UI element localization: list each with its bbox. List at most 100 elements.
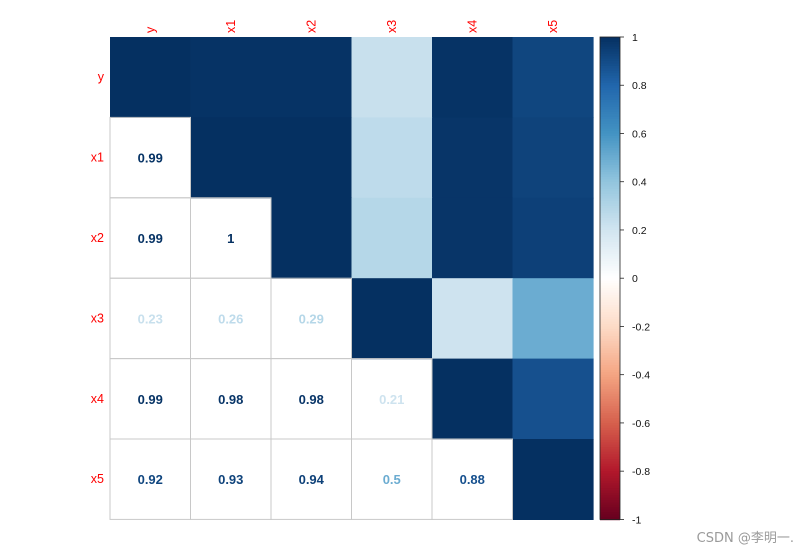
cell-x1-x3 — [351, 117, 433, 199]
legend-gradient-segment — [600, 116, 620, 120]
legend-gradient-segment — [600, 478, 620, 482]
legend-gradient-segment — [600, 268, 620, 272]
legend-gradient-segment — [600, 184, 620, 188]
legend-gradient-segment — [600, 398, 620, 403]
legend-gradient-segment — [600, 280, 620, 284]
legend-gradient-segment — [600, 447, 620, 451]
legend-gradient-segment — [600, 210, 620, 214]
legend-gradient-segment — [600, 309, 620, 313]
legend-gradient-segment — [600, 239, 620, 243]
legend-gradient-segment — [600, 340, 620, 345]
cell-x4-x5 — [512, 358, 594, 440]
legend-gradient-segment — [600, 355, 620, 359]
legend-gradient-segment — [600, 155, 620, 159]
legend-tick-label: 0.8 — [632, 80, 647, 92]
row-label-x2: x2 — [91, 231, 104, 245]
legend-gradient-segment — [600, 196, 620, 200]
legend-gradient-segment — [600, 466, 620, 470]
legend-gradient-segment — [600, 234, 620, 238]
value-label-x5-x4: 0.88 — [460, 472, 485, 487]
legend-tick-label: -0.8 — [632, 466, 650, 478]
value-label-x4-x1: 0.98 — [218, 392, 243, 407]
legend-gradient-segment — [600, 225, 620, 229]
legend-gradient-segment — [600, 97, 620, 101]
legend-gradient-segment — [600, 372, 620, 376]
legend-gradient-segment — [600, 490, 620, 494]
row-label-x4: x4 — [91, 392, 104, 406]
legend-gradient-segment — [600, 44, 620, 48]
legend-gradient-segment — [600, 51, 620, 55]
legend-gradient-segment — [600, 147, 620, 152]
legend-gradient-segment — [600, 198, 620, 202]
legend-gradient-segment — [600, 41, 620, 46]
legend-gradient-segment — [600, 333, 620, 337]
legend-gradient-segment — [600, 463, 620, 468]
legend-gradient-segment — [600, 172, 620, 176]
legend-gradient-segment — [600, 352, 620, 357]
legend-gradient-segment — [600, 302, 620, 306]
legend-gradient-segment — [600, 509, 620, 513]
legend-gradient-segment — [600, 261, 620, 265]
legend-gradient-segment — [600, 251, 620, 255]
legend-gradient-segment — [600, 181, 620, 185]
legend-gradient-segment — [600, 56, 620, 60]
legend-gradient-segment — [600, 379, 620, 383]
column-label-x2: x2 — [304, 20, 318, 33]
cell-y-x4 — [432, 37, 514, 118]
legend-gradient-segment — [600, 444, 620, 448]
legend-gradient-segment — [600, 53, 620, 58]
legend-gradient-segment — [600, 502, 620, 506]
cell-x1-x5 — [512, 117, 594, 199]
legend-gradient-segment — [600, 278, 620, 282]
legend-gradient-segment — [600, 37, 620, 41]
cell-y-x2 — [271, 37, 353, 118]
legend-gradient-segment — [600, 266, 620, 270]
legend-gradient-segment — [600, 270, 620, 275]
legend-gradient-segment — [600, 160, 620, 164]
legend-gradient-segment — [600, 193, 620, 197]
legend-gradient-segment — [600, 497, 620, 501]
legend-gradient-segment — [600, 58, 620, 62]
cell-x3-x5 — [512, 278, 594, 360]
legend-gradient-segment — [600, 401, 620, 405]
legend-gradient-segment — [600, 61, 620, 65]
legend-gradient-segment — [600, 99, 620, 103]
column-label-x1: x1 — [224, 20, 238, 33]
legend-gradient-segment — [600, 273, 620, 277]
legend-gradient-segment — [600, 246, 620, 251]
legend-gradient-segment — [600, 418, 620, 422]
legend-gradient-segment — [600, 292, 620, 296]
column-label-y: y — [143, 26, 157, 33]
value-label-x4-y: 0.99 — [138, 392, 163, 407]
legend-gradient-segment — [600, 362, 620, 366]
legend-gradient-segment — [600, 290, 620, 294]
legend-gradient-segment — [600, 208, 620, 212]
legend-gradient-segment — [600, 307, 620, 311]
value-label-x3-x2: 0.29 — [299, 311, 324, 326]
legend-gradient-segment — [600, 133, 620, 137]
row-label-x3: x3 — [91, 311, 104, 325]
cell-x1-x1 — [190, 117, 272, 199]
legend-tick-label: 1 — [632, 32, 638, 44]
legend-gradient-segment — [600, 244, 620, 248]
legend-gradient-segment — [600, 126, 620, 130]
cell-x2-x2 — [271, 197, 353, 279]
legend-gradient-segment — [600, 377, 620, 381]
legend-gradient-segment — [600, 350, 620, 354]
legend-gradient-segment — [600, 406, 620, 410]
legend-gradient-segment — [600, 164, 620, 169]
legend-gradient-segment — [600, 495, 620, 499]
legend-gradient-segment — [600, 488, 620, 492]
legend-gradient-segment — [600, 70, 620, 74]
legend-gradient-segment — [600, 256, 620, 260]
legend-gradient-segment — [600, 311, 620, 316]
legend-tick-label: 0.6 — [632, 128, 647, 140]
legend-gradient-segment — [600, 111, 620, 115]
legend-gradient-segment — [600, 304, 620, 308]
cell-x1-x4 — [432, 117, 514, 199]
legend-gradient-segment — [600, 63, 620, 67]
legend-gradient-segment — [600, 295, 620, 299]
legend-gradient-segment — [600, 227, 620, 231]
legend-gradient-segment — [600, 109, 620, 113]
legend-gradient-segment — [600, 422, 620, 427]
